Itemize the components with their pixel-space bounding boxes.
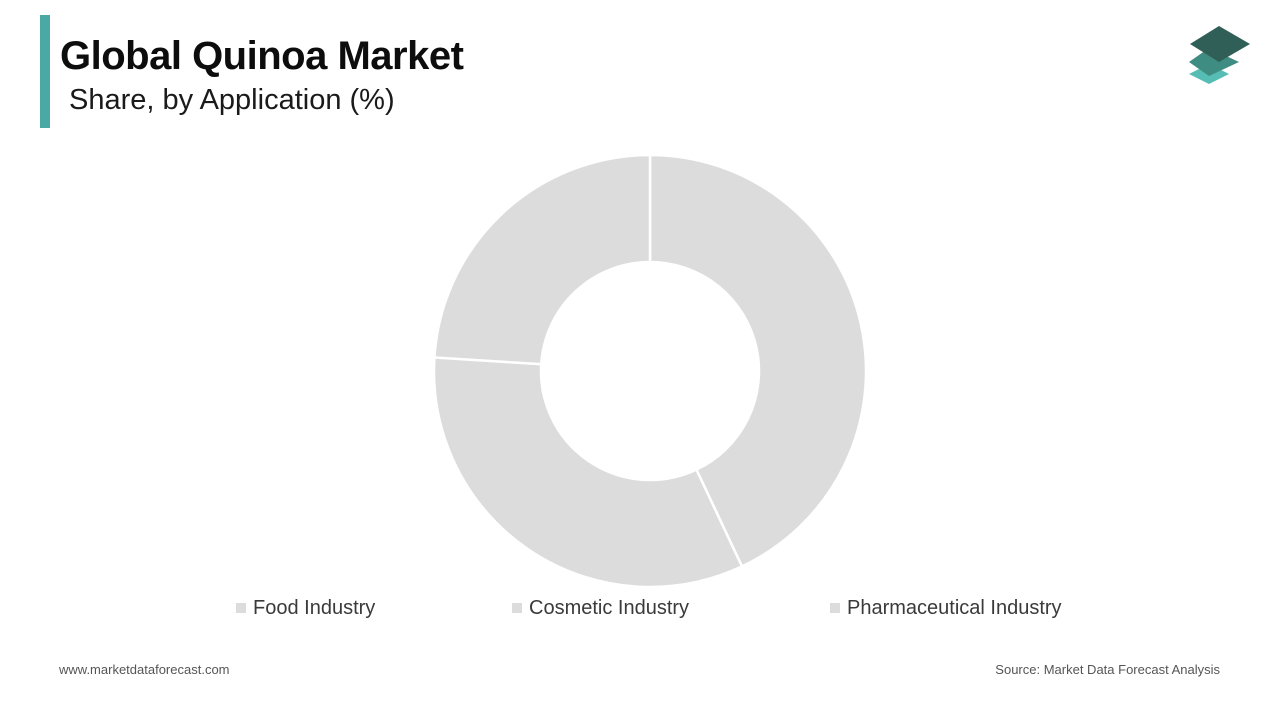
- logo-layer-middle: [1189, 48, 1239, 76]
- legend-item: Cosmetic Industry: [512, 594, 689, 622]
- footer-website: www.marketdataforecast.com: [59, 662, 230, 677]
- footer-source: Source: Market Data Forecast Analysis: [995, 662, 1220, 677]
- legend-item: Food Industry: [236, 594, 375, 622]
- page-title: Global Quinoa Market: [60, 34, 464, 78]
- page-subtitle: Share, by Application (%): [69, 84, 395, 116]
- legend-swatch: [830, 603, 840, 613]
- title-accent-bar: [40, 15, 50, 128]
- legend-swatch: [512, 603, 522, 613]
- logo-layer-top: [1190, 26, 1250, 62]
- legend-label: Pharmaceutical Industry: [847, 596, 1062, 619]
- legend-label: Food Industry: [253, 596, 376, 619]
- donut-slice-cosmetic-industry: [432, 356, 744, 589]
- legend-item: Pharmaceutical Industry: [830, 594, 1062, 622]
- donut-slice-pharmaceutical-industry: [433, 153, 652, 366]
- chart-legend: Food Industry Cosmetic Industry Pharmaceut…: [0, 594, 1280, 622]
- donut-slice-food-industry: [648, 153, 868, 569]
- stacked-layers-icon: [1189, 26, 1250, 84]
- legend-label: Cosmetic Industry: [529, 596, 690, 619]
- legend-swatch: [236, 603, 246, 613]
